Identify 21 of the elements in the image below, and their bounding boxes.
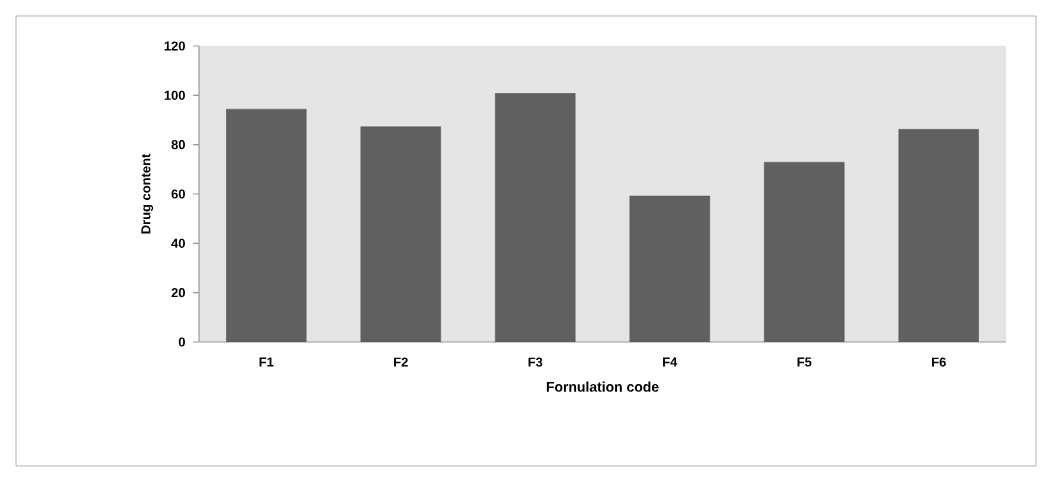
x-tick-label: F1 [259, 357, 274, 367]
x-tick-label: F6 [932, 357, 946, 367]
x-tick-label: F4 [663, 357, 678, 367]
bar [226, 108, 307, 342]
y-tick-label: 100 [164, 90, 185, 100]
bar [898, 129, 979, 342]
x-tick-label: F3 [528, 357, 543, 367]
x-tick-label: F5 [797, 357, 812, 367]
y-tick-label: 80 [171, 140, 185, 150]
y-tick-label: 0 [178, 337, 185, 347]
y-tick-label: 60 [171, 189, 185, 199]
bar [629, 195, 710, 342]
x-tick-label: F2 [394, 357, 408, 367]
bar [764, 161, 845, 342]
y-axis-title: Drug content [141, 153, 154, 234]
y-tick-label: 40 [171, 238, 185, 248]
x-axis-title: Fornulation code [546, 381, 659, 392]
bar [495, 93, 576, 342]
bar [360, 126, 441, 342]
y-tick-label: 120 [164, 41, 185, 51]
y-tick-label: 20 [171, 288, 185, 298]
